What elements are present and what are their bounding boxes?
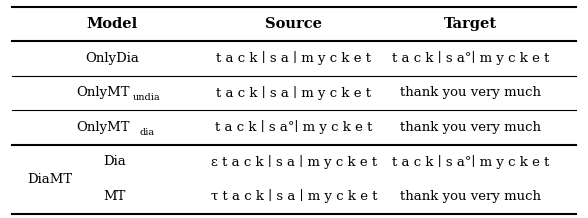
Text: OnlyMT: OnlyMT xyxy=(76,86,129,99)
Text: t a c k ∣ s a°∣ m y c k e t: t a c k ∣ s a°∣ m y c k e t xyxy=(215,120,373,134)
Text: Target: Target xyxy=(444,17,497,31)
Text: ε t a c k ∣ s a ∣ m y c k e t: ε t a c k ∣ s a ∣ m y c k e t xyxy=(211,155,377,169)
Text: DiaMT: DiaMT xyxy=(28,173,72,186)
Text: Dia: Dia xyxy=(103,155,126,168)
Text: t a c k ∣ s a°∣ m y c k e t: t a c k ∣ s a°∣ m y c k e t xyxy=(392,51,549,65)
Text: thank you very much: thank you very much xyxy=(400,121,541,134)
Text: OnlyMT: OnlyMT xyxy=(76,121,129,134)
Text: t a c k ∣ s a ∣ m y c k e t: t a c k ∣ s a ∣ m y c k e t xyxy=(216,51,372,65)
Text: thank you very much: thank you very much xyxy=(400,86,541,99)
Text: undia: undia xyxy=(133,93,161,102)
Text: t a c k ∣ s a°∣ m y c k e t: t a c k ∣ s a°∣ m y c k e t xyxy=(392,155,549,169)
Text: τ t a c k ∣ s a ∣ m y c k e t: τ t a c k ∣ s a ∣ m y c k e t xyxy=(211,189,377,203)
Text: Source: Source xyxy=(266,17,322,31)
Text: Model: Model xyxy=(86,17,138,31)
Text: MT: MT xyxy=(103,190,126,203)
Text: t a c k ∣ s a ∣ m y c k e t: t a c k ∣ s a ∣ m y c k e t xyxy=(216,86,372,100)
Text: thank you very much: thank you very much xyxy=(400,190,541,203)
Text: OnlyDia: OnlyDia xyxy=(85,52,139,65)
Text: dia: dia xyxy=(139,128,155,137)
